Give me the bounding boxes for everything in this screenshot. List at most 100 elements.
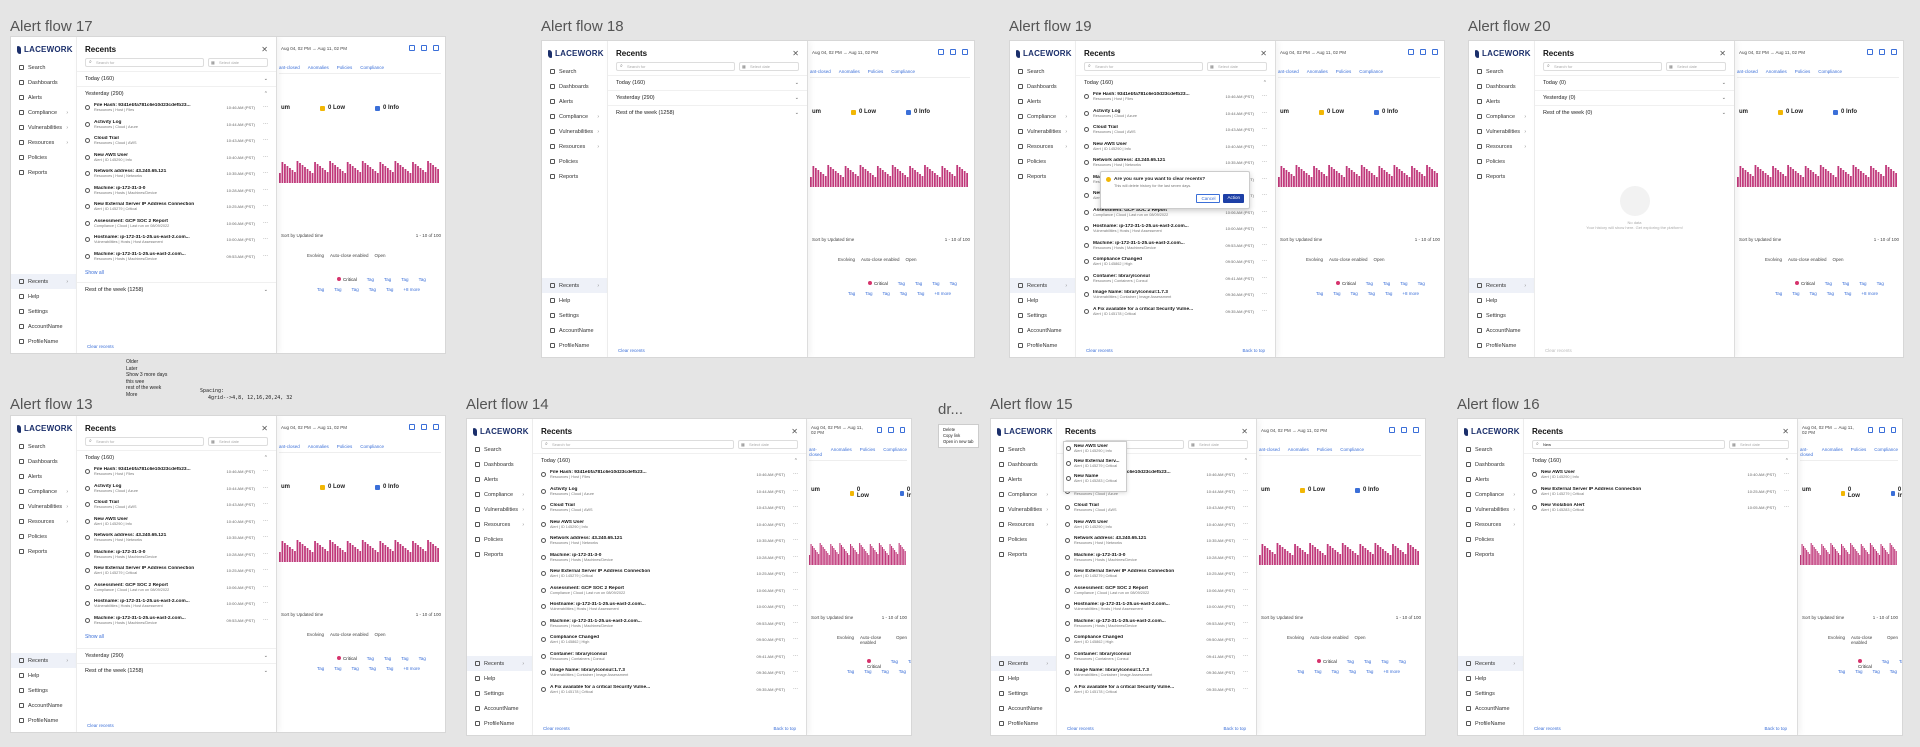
date-range[interactable]: Aug 04, 02 PM → Aug 11, 02 PM [1261, 427, 1327, 433]
list-item[interactable]: Network address: 43.240.65.121 Resources … [1065, 536, 1248, 553]
sort-select[interactable]: Sort by Updated time [1739, 237, 1782, 242]
nav-item-dashboards[interactable]: Dashboards [11, 75, 76, 90]
filter-toggle[interactable]: Evolving [1828, 635, 1846, 640]
date-range[interactable]: Aug 04, 02 PM → Aug 11, 02 PM [1280, 49, 1346, 55]
more-tags[interactable]: +8 more [403, 666, 420, 671]
nav-item-resources[interactable]: Resources › [11, 135, 76, 150]
more-options-icon[interactable]: ⋯ [263, 583, 268, 590]
tag-chip[interactable]: Tag [1348, 669, 1357, 674]
more-options-icon[interactable]: ⋯ [793, 504, 798, 510]
list-item[interactable]: Cloud Trail Resources | Cloud | AWS 10:43 … [1065, 503, 1248, 520]
export-icon[interactable] [1879, 427, 1885, 433]
tag-chip[interactable]: Tag [366, 656, 375, 661]
sort-select[interactable]: Sort by Updated time [281, 612, 324, 617]
recents-section[interactable]: Yesterday (290) ⌄ [77, 648, 276, 663]
tag-chip[interactable]: Tag [1366, 669, 1374, 674]
nav-item-dashboards[interactable]: Dashboards [991, 457, 1056, 472]
clear-recents-link[interactable]: Clear recents [618, 348, 645, 353]
recents-search-input[interactable]: Search for [1084, 62, 1203, 71]
nav-item-accountname[interactable]: AccountName [11, 698, 76, 713]
dashboard-tab[interactable]: ant-closed [1259, 447, 1280, 452]
link-icon[interactable] [1868, 427, 1874, 433]
tag-chip[interactable]: Tag [1826, 291, 1835, 296]
filter-toggle[interactable]: Evolving [1306, 257, 1324, 262]
more-options-icon[interactable]: ⋯ [263, 517, 268, 524]
tag-chip[interactable]: Tag [1350, 291, 1358, 296]
dashboard-tab[interactable]: Anomalies [1287, 447, 1309, 452]
clear-recents-link[interactable]: Clear recents [87, 344, 114, 349]
list-item[interactable]: New AWS User Alert | ID 145290 | Info 10:4… [1532, 470, 1789, 487]
nav-item-recents[interactable]: Recents › [542, 278, 607, 293]
nav-item-vulnerabilities[interactable]: Vulnerabilities › [1010, 124, 1075, 139]
nav-item-resources[interactable]: Resources › [1010, 139, 1075, 154]
nav-item-policies[interactable]: Policies [991, 532, 1056, 547]
tag-chip[interactable]: Tag [1899, 659, 1902, 664]
close-icon[interactable]: ✕ [261, 424, 268, 433]
dashboard-tab[interactable]: Compliance [1340, 447, 1365, 452]
tag-chip[interactable]: Tag [1331, 669, 1339, 674]
tag-chip[interactable]: Tag [418, 656, 426, 661]
nav-item-reports[interactable]: Reports [1469, 169, 1534, 184]
sort-select[interactable]: Sort by Updated time [1802, 615, 1845, 620]
nav-item-compliance[interactable]: Compliance › [542, 109, 607, 124]
nav-item-search[interactable]: Search [467, 442, 532, 457]
tag-chip[interactable]: Tag [890, 659, 899, 664]
nav-item-settings[interactable]: Settings [1469, 308, 1534, 323]
tag-chip[interactable]: Tag [1398, 659, 1406, 664]
nav-item-alerts[interactable]: Alerts [11, 90, 76, 105]
list-item[interactable]: New Violation Alert Alert | ID 145283 | C… [1532, 503, 1789, 520]
nav-item-policies[interactable]: Policies [1010, 154, 1075, 169]
context-menu-item[interactable]: Open in new tab [943, 439, 974, 444]
recents-section[interactable]: Yesterday (290) ⌃ [77, 86, 276, 101]
list-item[interactable]: Hostname: ip-172-31-1-25.us-east-2.com..… [541, 602, 798, 619]
more-options-icon[interactable]: ⋯ [1262, 175, 1267, 182]
nav-item-help[interactable]: Help [1458, 671, 1523, 686]
nav-item-dashboards[interactable]: Dashboards [11, 454, 76, 469]
more-options-icon[interactable]: ⋯ [1262, 109, 1267, 116]
sort-select[interactable]: Sort by Updated time [281, 233, 324, 238]
nav-item-policies[interactable]: Policies [542, 154, 607, 169]
tag-chip[interactable]: Tag [915, 281, 923, 286]
export-icon[interactable] [888, 427, 894, 433]
nav-item-vulnerabilities[interactable]: Vulnerabilities › [991, 502, 1056, 517]
list-item[interactable]: Hostname: ip-172-31-1-25.us-east-2.com..… [1084, 224, 1267, 241]
more-options-icon[interactable]: ⋯ [1262, 159, 1267, 165]
more-options-icon[interactable]: ⋯ [1243, 669, 1248, 675]
calendar-icon[interactable] [433, 424, 439, 430]
brand-logo[interactable]: LACEWORK [11, 37, 76, 60]
dashboard-tab[interactable]: Compliance [360, 444, 385, 449]
dashboard-tab[interactable]: ant-closed [279, 65, 300, 70]
dashboard-tab[interactable]: Compliance [1874, 447, 1898, 452]
more-options-icon[interactable]: ⋯ [263, 104, 268, 110]
filter-toggle[interactable]: Auto-close enabled [1310, 635, 1349, 640]
tag-chip[interactable]: Tag [848, 291, 856, 296]
date-range[interactable]: Aug 04, 02 PM → Aug 11, 02 PM [281, 45, 347, 51]
nav-item-compliance[interactable]: Compliance › [1469, 109, 1534, 124]
brand-logo[interactable]: LACEWORK [467, 419, 532, 442]
filter-toggle[interactable]: Auto-close enabled [1851, 635, 1873, 645]
nav-item-reports[interactable]: Reports [542, 169, 607, 184]
tag-chip[interactable]: Tag [882, 291, 890, 296]
more-options-icon[interactable]: ⋯ [1262, 307, 1267, 314]
nav-item-profilename[interactable]: ProfileName [467, 716, 532, 731]
more-options-icon[interactable]: ⋯ [263, 616, 268, 623]
recents-section[interactable]: Today (160) ⌄ [77, 71, 276, 86]
dashboard-tab[interactable]: ant-closed [1800, 447, 1814, 457]
list-item[interactable]: Assessment: GCP SOC 2 Report Compliance |… [1084, 208, 1267, 225]
more-options-icon[interactable]: ⋯ [793, 685, 798, 692]
tag-chip[interactable]: Tag [864, 669, 872, 674]
dashboard-tab[interactable]: Policies [1316, 447, 1333, 452]
list-item[interactable]: New External Server IP Address Connectio… [85, 566, 268, 583]
tag-chip[interactable]: Tag [368, 666, 377, 671]
link-icon[interactable] [1408, 49, 1414, 55]
close-icon[interactable]: ✕ [1260, 49, 1267, 58]
recents-section[interactable]: Today (160)⌃ [1076, 75, 1275, 90]
recents-search-input[interactable]: Search for [541, 440, 734, 449]
list-item[interactable]: New AWS User Alert | ID 145290 | Info 10:4… [541, 520, 798, 537]
more-options-icon[interactable]: ⋯ [1243, 471, 1248, 477]
nav-item-accountname[interactable]: AccountName [1469, 323, 1534, 338]
brand-logo[interactable]: LACEWORK [1469, 41, 1534, 64]
